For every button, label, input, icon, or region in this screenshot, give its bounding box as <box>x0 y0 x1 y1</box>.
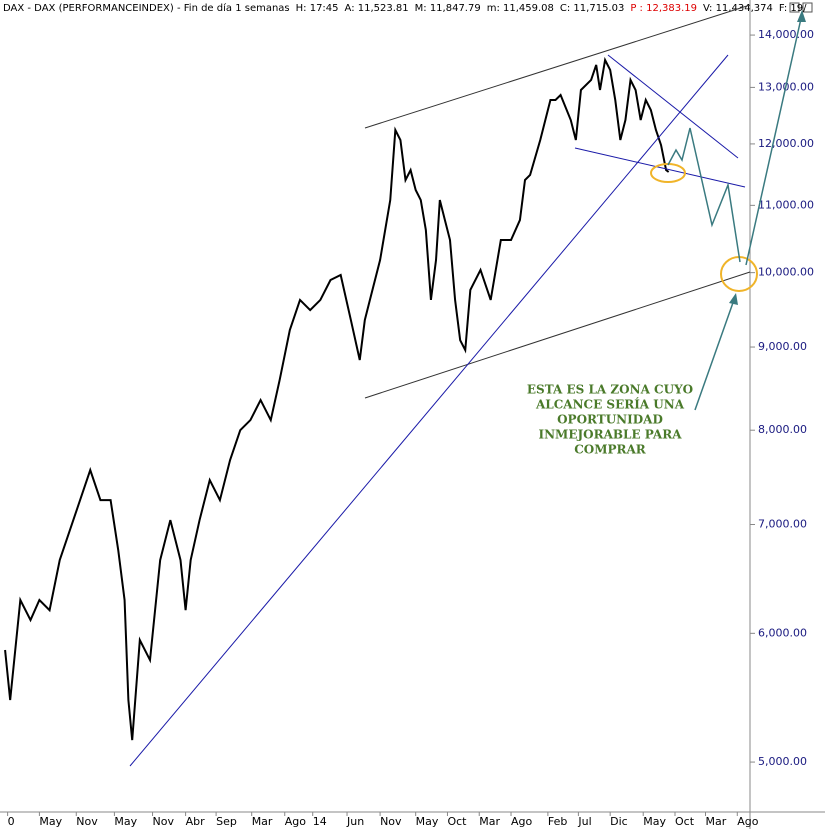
y-tick-label: 7,000.00 <box>758 517 807 530</box>
x-tick-label: Mar <box>706 815 727 828</box>
x-tick-label: Mar <box>479 815 500 828</box>
header-text: DAX - DAX (PERFORMANCEINDEX) - Fin de dí… <box>3 2 807 14</box>
projection-arrow <box>667 127 741 263</box>
header-item: F: 19/ <box>779 3 807 14</box>
x-tick-label: Abr <box>186 815 206 828</box>
header-item: C: 11,715.03 <box>560 3 624 14</box>
icon[interactable] <box>789 2 800 13</box>
y-tick-label: 12,000.00 <box>758 137 814 150</box>
annotation-line: ESTA ES LA ZONA CUYO <box>527 383 693 397</box>
x-tick-label: Oct <box>675 815 695 828</box>
x-tick-label: 14 <box>313 815 327 828</box>
trend-line <box>607 54 739 159</box>
y-tick-label: 10,000.00 <box>758 266 814 279</box>
trend-line <box>364 4 751 129</box>
x-tick-label: Nov <box>380 815 402 828</box>
arrow-head <box>729 293 738 305</box>
annotation-line: INMEJORABLE PARA <box>538 428 682 442</box>
header-item: A: 11,523.81 <box>345 3 409 14</box>
x-tick-label: Jul <box>577 815 591 828</box>
trend-line <box>364 271 751 399</box>
header: DAX - DAX (PERFORMANCEINDEX) - Fin de dí… <box>3 2 807 14</box>
x-tick-label: May <box>416 815 439 828</box>
x-tick-label: Mar <box>252 815 273 828</box>
x-tick-label: Sep <box>216 815 237 828</box>
projection-arrow <box>745 13 803 266</box>
header-item: M: 11,847.79 <box>415 3 481 14</box>
annotation-line: ALCANCE SERÍA UNA <box>535 397 685 412</box>
x-tick-label: Jun <box>346 815 364 828</box>
pointer-arrow <box>694 296 736 411</box>
header-item: H: 17:45 <box>296 3 339 14</box>
y-tick-label: 6,000.00 <box>758 626 807 639</box>
x-tick-label: Ago <box>285 815 307 828</box>
arrow-head <box>797 10 806 22</box>
plot: 5,000.00 6,000.00 7,000.00 8,000.00 9,000.00… <box>4 28 814 828</box>
x-tick-label: Nov <box>153 815 175 828</box>
x-tick-label: May <box>39 815 62 828</box>
y-tick-label: 5,000.00 <box>758 755 807 768</box>
x-tick-label: Nov <box>76 815 98 828</box>
header-item: m: 11,459.08 <box>487 3 554 14</box>
y-tick-label: 11,000.00 <box>758 198 814 211</box>
x-tick-label: Ago <box>511 815 533 828</box>
trend-line <box>574 147 746 188</box>
price-line <box>4 56 670 741</box>
y-tick-label: 8,000.00 <box>758 423 807 436</box>
x-tick-label: Feb <box>548 815 567 828</box>
x-tick-label: Oct <box>447 815 467 828</box>
x-tick-label: May <box>643 815 666 828</box>
x-tick-label: Dic <box>610 815 628 828</box>
y-tick-label: 9,000.00 <box>758 340 807 353</box>
x-tick-label: Ago <box>737 815 759 828</box>
x-tick-label: 0 <box>8 815 15 828</box>
annotation-line: OPORTUNIDAD <box>557 413 663 427</box>
icon[interactable] <box>802 2 813 13</box>
header-item: DAX - DAX (PERFORMANCEINDEX) - Fin de dí… <box>3 2 290 14</box>
x-tick-label: May <box>114 815 137 828</box>
y-tick-label: 14,000.00 <box>758 28 814 41</box>
annotation-line: COMPRAR <box>574 443 647 457</box>
trend-line <box>129 54 729 767</box>
header-item: P : 12,383.19 <box>630 3 697 14</box>
